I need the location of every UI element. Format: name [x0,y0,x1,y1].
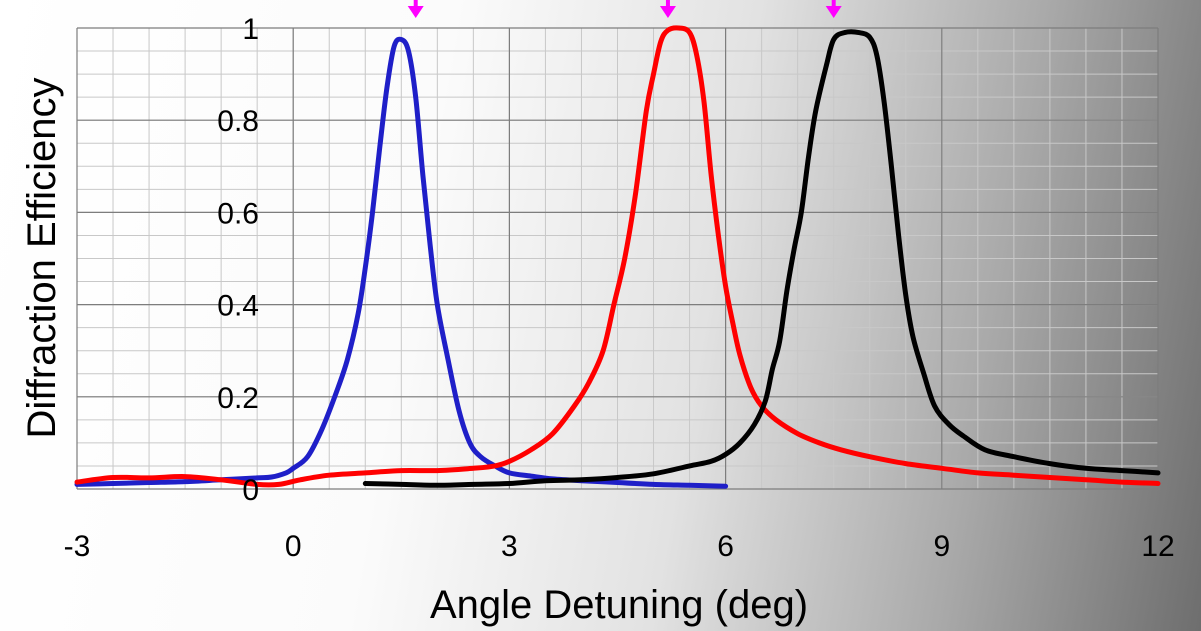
x-tick-label: 0 [285,530,302,563]
y-tick-label: 0 [242,474,259,507]
major-grid [76,27,1159,490]
x-tick-labels: -3 0 3 6 9 12 [64,530,1175,563]
peak-marker-arrow [407,6,424,18]
minor-grid [76,27,1159,490]
x-tick-label: 6 [717,530,734,563]
y-tick-label: 0.8 [217,105,259,138]
x-tick-label: -3 [64,530,91,563]
y-tick-label: 0.6 [217,197,259,230]
y-tick-labels: 0 0.2 0.4 0.6 0.8 1 [217,13,259,507]
series-layer [74,25,1161,489]
peak-marker-arrow [825,6,842,18]
series-line-1 [74,36,729,489]
series-line-2 [74,25,1161,488]
peak-marker-layer [407,0,842,18]
series-line-3 [362,29,1161,488]
y-tick-label: 0.4 [217,290,259,323]
y-axis-title: Diffraction Efficiency [20,78,64,439]
y-tick-label: 0.2 [217,382,259,415]
x-axis-title: Angle Detuning (deg) [430,583,808,627]
x-tick-label: 12 [1141,530,1174,563]
x-tick-label: 9 [933,530,950,563]
peak-marker-arrow [659,6,676,18]
x-tick-label: 3 [501,530,518,563]
y-tick-label: 1 [242,13,259,46]
